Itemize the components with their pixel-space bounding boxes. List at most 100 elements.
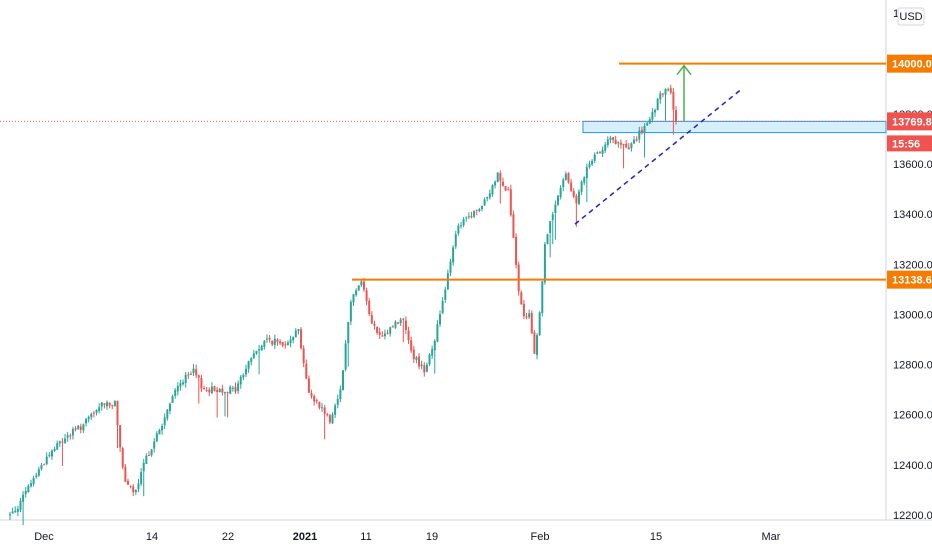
candle-body bbox=[598, 152, 601, 154]
candle-body bbox=[87, 416, 90, 420]
candle-body bbox=[260, 346, 263, 351]
candle-body bbox=[216, 389, 219, 392]
candle-body bbox=[85, 418, 88, 424]
candle-body bbox=[473, 211, 476, 217]
candle-body bbox=[425, 364, 428, 372]
candle-body bbox=[92, 412, 95, 414]
candle-body bbox=[263, 340, 266, 347]
candle-body bbox=[577, 191, 580, 204]
candle-body bbox=[462, 219, 465, 226]
y-tick-label: 13600.0 bbox=[893, 159, 932, 171]
candle-body bbox=[24, 490, 27, 495]
candle-body bbox=[147, 455, 150, 457]
candle-body bbox=[643, 126, 646, 133]
candle-body bbox=[604, 144, 607, 151]
candle-body bbox=[423, 365, 426, 373]
target-arrow-head bbox=[676, 64, 692, 76]
candle-body bbox=[205, 389, 208, 391]
candle-body bbox=[302, 348, 305, 364]
candle-body bbox=[452, 247, 455, 263]
candle-body bbox=[9, 514, 11, 516]
candle-body bbox=[368, 300, 371, 315]
candle-body bbox=[661, 93, 664, 95]
candle-body bbox=[197, 375, 200, 378]
candle-body bbox=[528, 313, 531, 318]
candle-body bbox=[69, 435, 72, 437]
candle-body bbox=[446, 273, 449, 290]
candle-body bbox=[588, 163, 591, 168]
candle-body bbox=[242, 374, 245, 378]
candle-body bbox=[541, 281, 544, 314]
candle-body bbox=[294, 330, 297, 338]
candle-body bbox=[113, 401, 116, 407]
candle-body bbox=[512, 214, 515, 238]
candle-body bbox=[140, 472, 143, 484]
candle-body bbox=[184, 374, 187, 384]
currency-button-label: USD bbox=[899, 11, 922, 23]
resistance-zone[interactable] bbox=[582, 120, 887, 134]
candle-body bbox=[420, 364, 423, 367]
candle-body bbox=[543, 244, 546, 283]
candle-body bbox=[538, 312, 541, 336]
candle-body bbox=[491, 184, 494, 195]
x-tick-label: 15 bbox=[650, 531, 662, 543]
candle-body bbox=[66, 435, 69, 438]
candle-body bbox=[35, 475, 38, 477]
candle-body bbox=[470, 216, 473, 218]
candle-body bbox=[622, 144, 625, 146]
candle-body bbox=[465, 217, 468, 219]
y-tick-label: 12200.0 bbox=[893, 510, 932, 522]
candle-body bbox=[355, 290, 358, 295]
candle-body bbox=[499, 173, 502, 181]
candle-body bbox=[286, 342, 289, 346]
candle-body bbox=[71, 429, 74, 436]
candle-body bbox=[58, 441, 61, 444]
candle-body bbox=[300, 329, 303, 349]
candle-body bbox=[50, 450, 53, 457]
candle-body bbox=[239, 376, 242, 385]
candle-body bbox=[580, 181, 583, 192]
candle-body bbox=[161, 426, 164, 431]
candle-body bbox=[37, 469, 40, 476]
candle-body bbox=[546, 234, 549, 244]
candle-body bbox=[187, 374, 190, 376]
candle-body bbox=[596, 152, 599, 154]
candle-body bbox=[441, 300, 444, 314]
candle-body bbox=[554, 204, 557, 214]
candle-body bbox=[488, 193, 491, 198]
candle-body bbox=[252, 353, 255, 358]
candle-body bbox=[210, 386, 213, 394]
candle-body bbox=[347, 321, 350, 344]
candle-body bbox=[378, 331, 381, 335]
candle-body bbox=[436, 324, 439, 342]
candle-body bbox=[646, 123, 649, 126]
x-tick-label: 19 bbox=[426, 531, 438, 543]
candle-body bbox=[315, 400, 318, 402]
candle-body bbox=[339, 389, 342, 400]
candle-body bbox=[153, 441, 156, 449]
candle-body bbox=[124, 466, 127, 482]
candle-body bbox=[155, 433, 158, 442]
candle-body bbox=[126, 480, 129, 485]
candle-body bbox=[381, 335, 384, 337]
currency-button[interactable] bbox=[897, 7, 925, 26]
candle-body bbox=[383, 333, 386, 337]
candle-body bbox=[43, 464, 46, 466]
candle-body bbox=[321, 407, 324, 409]
candle-body bbox=[672, 91, 675, 110]
candle-body bbox=[326, 414, 329, 416]
candle-body bbox=[410, 340, 413, 351]
candle-body bbox=[176, 386, 179, 392]
candle-body bbox=[234, 386, 237, 392]
candle-body bbox=[557, 195, 560, 205]
candle-body bbox=[630, 143, 633, 149]
candle-body bbox=[19, 500, 22, 510]
candle-body bbox=[399, 319, 402, 324]
candle-body bbox=[77, 425, 80, 429]
candle-body bbox=[82, 424, 85, 431]
candle-body bbox=[633, 139, 636, 144]
candle-body bbox=[517, 264, 520, 292]
candle-body bbox=[478, 209, 481, 212]
candle-body bbox=[373, 323, 376, 326]
